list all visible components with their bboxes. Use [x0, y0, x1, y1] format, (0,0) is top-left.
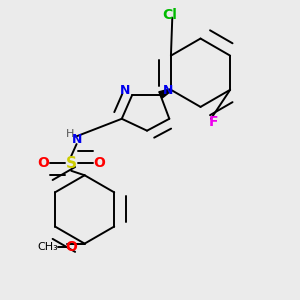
Text: H: H	[66, 129, 74, 139]
Polygon shape	[159, 89, 171, 98]
Text: S: S	[66, 156, 77, 171]
Text: O: O	[94, 156, 105, 170]
Text: N: N	[163, 84, 173, 97]
Text: N: N	[119, 84, 130, 97]
Text: O: O	[37, 156, 49, 170]
Text: O: O	[65, 240, 77, 254]
Text: F: F	[209, 115, 219, 129]
Text: N: N	[71, 133, 82, 146]
Text: Cl: Cl	[162, 8, 177, 22]
Text: CH₃: CH₃	[37, 242, 58, 252]
